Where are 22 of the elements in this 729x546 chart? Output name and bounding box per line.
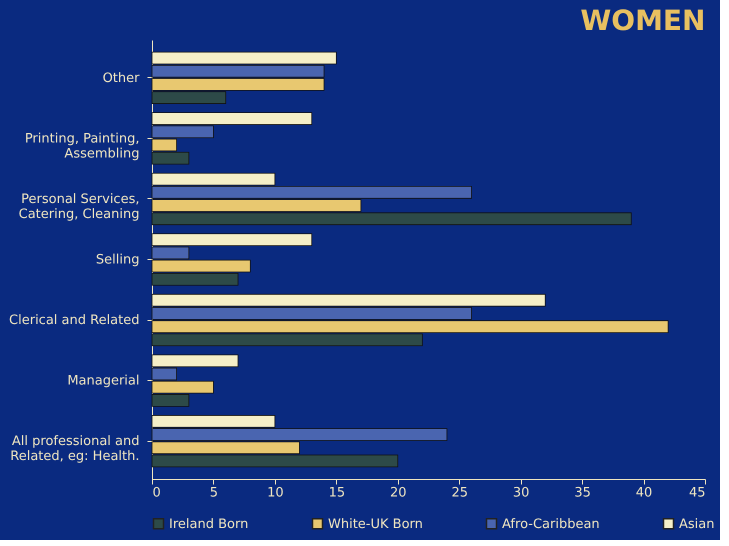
x-tick-label: 10 xyxy=(267,486,284,500)
x-tick-label: 30 xyxy=(512,486,530,500)
x-tick-label: 20 xyxy=(390,486,407,500)
legend-label: Ireland Born xyxy=(169,516,248,532)
y-tick-label: All professional and Related, eg: Health. xyxy=(10,434,140,464)
x-tick-label: 25 xyxy=(451,486,468,500)
y-tick-label: Selling xyxy=(96,252,140,268)
x-tick-label: 40 xyxy=(636,486,652,500)
legend-label: Asian xyxy=(679,516,714,532)
x-tick-label: 15 xyxy=(328,486,346,500)
x-tick-label: 0 xyxy=(152,486,161,500)
y-tick-label: Personal Services, Catering, Cleaning xyxy=(18,192,140,222)
chart-title: WOMEN xyxy=(580,4,706,37)
y-tick-label: Printing, Painting, Assembling xyxy=(24,131,140,162)
x-tick-label: 35 xyxy=(574,486,591,500)
legend-label: Afro-Caribbean xyxy=(502,516,600,532)
y-tick-label: Other xyxy=(102,70,140,86)
y-tick-label: Managerial xyxy=(67,374,140,389)
legend-label: White-UK Born xyxy=(328,516,423,532)
y-tick-label: Clerical and Related xyxy=(9,313,140,328)
x-tick-label: 5 xyxy=(210,486,218,500)
x-tick-label: 45 xyxy=(688,486,706,500)
